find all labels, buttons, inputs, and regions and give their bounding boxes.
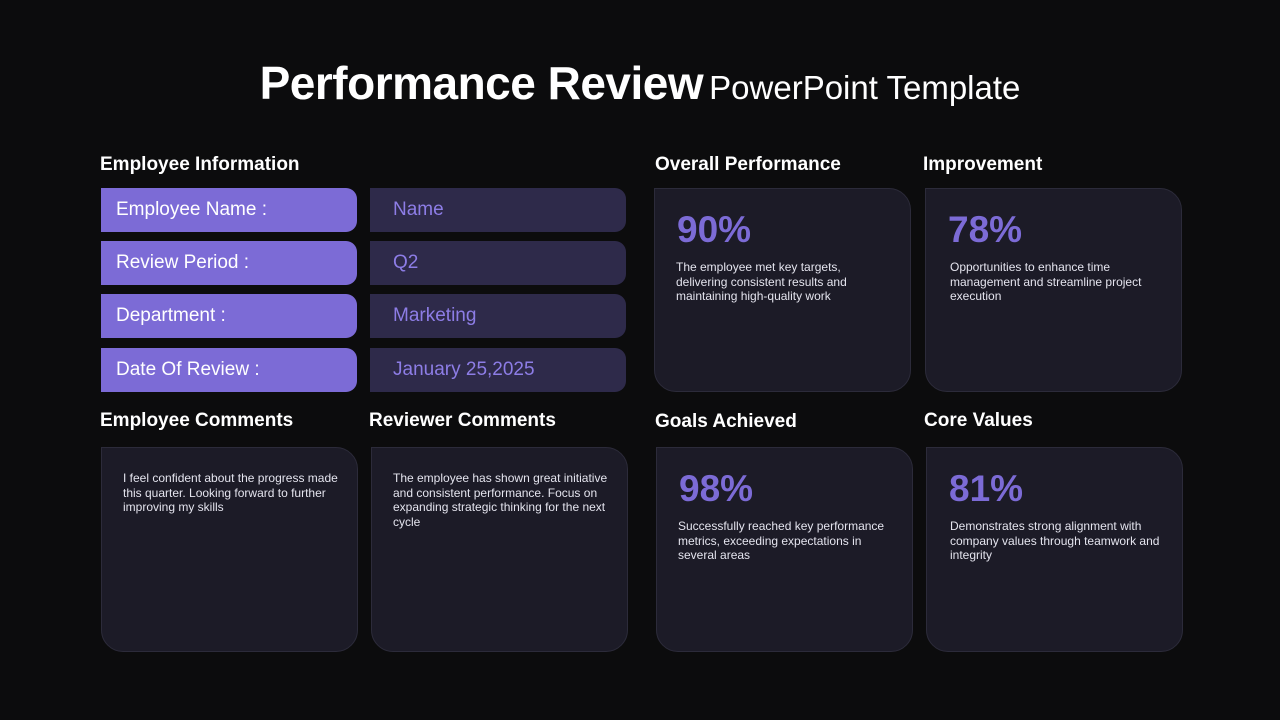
department-value[interactable]: Marketing — [370, 294, 626, 338]
review-period-label: Review Period : — [101, 241, 357, 285]
improvement-description: Opportunities to enhance time management… — [950, 260, 1142, 303]
goals-achieved-heading: Goals Achieved — [655, 411, 797, 432]
review-period-value[interactable]: Q2 — [370, 241, 626, 285]
date-of-review-label: Date Of Review : — [101, 348, 357, 392]
employee-name-label: Employee Name : — [101, 188, 357, 232]
employee-name-value[interactable]: Name — [370, 188, 626, 232]
employee-comments-text: I feel confident about the progress made… — [123, 471, 338, 514]
title-subtitle: PowerPoint Template — [709, 69, 1021, 106]
improvement-value: 78% — [948, 209, 1023, 250]
core-values-description: Demonstrates strong alignment with compa… — [950, 519, 1160, 562]
overall-performance-value: 90% — [677, 209, 752, 250]
core-values-card: 81% Demonstrates strong alignment with c… — [926, 447, 1183, 652]
overall-performance-card: 90% The employee met key targets, delive… — [654, 188, 911, 392]
goals-achieved-value: 98% — [679, 468, 754, 509]
goals-achieved-card: 98% Successfully reached key performance… — [656, 447, 913, 652]
employee-comments-card[interactable]: I feel confident about the progress made… — [101, 447, 358, 652]
title-main: Performance Review — [259, 57, 704, 109]
employee-comments-heading: Employee Comments — [100, 410, 294, 431]
reviewer-comments-text: The employee has shown great initiative … — [393, 471, 608, 529]
goals-achieved-description: Successfully reached key performance met… — [678, 519, 885, 562]
core-values-value: 81% — [949, 468, 1024, 509]
reviewer-comments-card[interactable]: The employee has shown great initiative … — [371, 447, 628, 652]
improvement-card: 78% Opportunities to enhance time manage… — [925, 188, 1182, 392]
overall-performance-heading: Overall Performance — [655, 154, 841, 175]
improvement-heading: Improvement — [923, 154, 1043, 175]
reviewer-comments-heading: Reviewer Comments — [369, 410, 556, 431]
employee-information-heading: Employee Information — [100, 154, 300, 175]
date-of-review-value[interactable]: January 25,2025 — [370, 348, 626, 392]
slide-title: Performance Review PowerPoint Template — [0, 56, 1280, 110]
overall-performance-description: The employee met key targets, delivering… — [676, 260, 847, 303]
core-values-heading: Core Values — [924, 410, 1033, 431]
department-label: Department : — [101, 294, 357, 338]
